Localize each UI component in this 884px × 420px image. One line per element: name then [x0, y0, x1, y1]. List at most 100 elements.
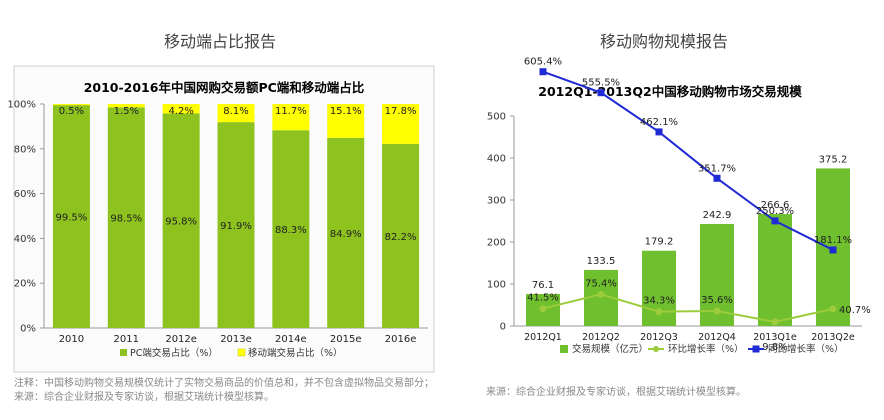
legend-label-scale: 交易规模（亿元）: [572, 343, 648, 355]
mom-growth-line: [542, 293, 834, 323]
mom-growth-label: 75.4%: [585, 278, 617, 289]
right-y-tick-label: 400: [487, 154, 506, 165]
scale-bar: [758, 214, 792, 326]
right-panel-heading: 移动购物规模报告: [599, 32, 728, 51]
right-x-tick-label: 2013Q2e: [811, 332, 855, 343]
right-x-tick-label: 2012Q4: [698, 332, 736, 343]
mom-growth-label: 9.8%: [762, 342, 787, 353]
mom-growth-label: 40.7%: [839, 305, 871, 316]
mom-growth-label: 34.3%: [643, 296, 675, 307]
mom-growth-point: [829, 305, 837, 313]
right-y-tick-label: 100: [487, 280, 506, 291]
mobile-share-bar: [272, 104, 310, 131]
yoy-growth-label: 250.3%: [756, 206, 794, 217]
pc-share-bar: [217, 122, 255, 328]
yoy-growth-point: [771, 217, 779, 225]
pc-share-label: 88.3%: [275, 225, 307, 236]
mobile-share-bar: [52, 104, 90, 106]
left-x-tick-label: 2013e: [220, 334, 252, 345]
left-x-tick-label: 2016e: [385, 334, 417, 345]
yoy-growth-point: [539, 68, 547, 76]
pc-share-label: 82.2%: [385, 232, 417, 243]
pc-share-bar: [52, 105, 90, 329]
legend-label-yoy: 同比增长率（%）: [768, 343, 844, 355]
pc-share-bar: [327, 137, 365, 328]
right-y-tick-label: 300: [487, 196, 506, 207]
mom-growth-point: [713, 307, 721, 315]
left-x-tick-label: 2011: [114, 334, 139, 345]
yoy-growth-point: [597, 89, 605, 97]
legend-swatch-mobile: [237, 348, 246, 357]
mobile-share-label: 1.5%: [114, 106, 139, 117]
legend-label-mobile: 移动端交易占比（%）: [248, 347, 343, 359]
pc-share-bar: [107, 107, 145, 328]
yoy-growth-label: 555.5%: [582, 78, 620, 89]
left-panel-heading: 移动端占比报告: [163, 32, 276, 51]
mobile-share-bar: [162, 104, 200, 114]
scale-bar-label: 242.9: [703, 210, 732, 221]
mobile-share-label: 15.1%: [330, 106, 362, 117]
left-y-tick-label: 100%: [7, 100, 36, 111]
left-note-line-1: 注释：中国移动购物交易规模仅统计了实物交易商品的价值总和，并不包含虚拟物品交易部…: [14, 378, 434, 389]
right-note-line-1: 来源：综合企业财报及专家访谈，根据艾瑞统计模型核算。: [486, 387, 746, 398]
mobile-share-bar: [217, 104, 255, 123]
pc-share-label: 91.9%: [220, 221, 252, 232]
right-x-tick-label: 2012Q2: [582, 332, 620, 343]
mobile-share-label: 11.7%: [275, 106, 307, 117]
mom-growth-label: 35.6%: [701, 295, 733, 306]
right-y-tick-label: 500: [487, 112, 506, 123]
mobile-share-label: 8.1%: [223, 106, 248, 117]
left-y-tick-label: 60%: [14, 189, 36, 200]
yoy-growth-label: 181.1%: [814, 235, 852, 246]
scale-bar-label: 375.2: [819, 154, 848, 165]
mom-growth-label: 41.5%: [527, 293, 559, 304]
pc-share-bar: [382, 143, 420, 328]
mobile-share-label: 17.8%: [385, 106, 417, 117]
yoy-growth-line: [542, 70, 834, 251]
pc-share-bar: [272, 130, 310, 328]
left-x-tick-label: 2012e: [165, 334, 197, 345]
mobile-share-bar: [107, 104, 145, 108]
yoy-growth-label: 462.1%: [640, 117, 678, 128]
pc-share-label: 98.5%: [110, 214, 142, 225]
left-note-line-2: 来源：综合企业财报及专家访谈，根据艾瑞统计模型核算。: [14, 392, 274, 403]
left-x-tick-label: 2014e: [275, 334, 307, 345]
scale-bar-label: 133.5: [587, 256, 616, 267]
right-x-tick-label: 2013Q1e: [753, 332, 797, 343]
yoy-growth-point: [713, 174, 721, 182]
mobile-share-label: 4.2%: [168, 106, 193, 117]
yoy-growth-point: [829, 246, 837, 254]
left-x-tick-label: 2010: [59, 334, 84, 345]
pc-share-bar: [162, 113, 200, 329]
mom-growth-point: [771, 318, 779, 326]
scale-bar-label: 179.2: [645, 237, 674, 248]
mobile-share-label: 0.5%: [59, 106, 84, 117]
yoy-growth-label: 351.7%: [698, 163, 736, 174]
yoy-growth-point: [655, 128, 663, 136]
pc-share-label: 95.8%: [165, 217, 197, 228]
legend-label-pc: PC端交易占比（%）: [130, 347, 218, 359]
right-y-tick-label: 200: [487, 238, 506, 249]
mobile-share-bar: [382, 104, 420, 144]
legend-marker-mom: [653, 346, 659, 352]
pc-share-label: 84.9%: [330, 229, 362, 240]
mom-growth-point: [655, 308, 663, 316]
right-y-tick-label: 0: [500, 322, 506, 333]
legend-marker-yoy: [752, 345, 760, 353]
right-x-tick-label: 2012Q1: [524, 332, 562, 343]
scale-bar-label: 76.1: [532, 280, 554, 291]
yoy-growth-label: 605.4%: [524, 57, 562, 68]
legend-label-mom: 环比增长率（%）: [668, 343, 744, 355]
left-y-tick-label: 80%: [14, 144, 36, 155]
mobile-share-bar: [327, 104, 365, 138]
left-y-tick-label: 0%: [20, 324, 36, 335]
right-x-tick-label: 2012Q3: [640, 332, 678, 343]
right-chart-title: 2012Q1-2013Q2中国移动购物市场交易规模: [538, 84, 802, 99]
left-y-tick-label: 40%: [14, 234, 36, 245]
mom-growth-point: [597, 290, 605, 298]
left-chart-title: 2010-2016年中国网购交易额PC端和移动端占比: [84, 80, 365, 95]
legend-swatch-pc: [120, 349, 127, 356]
mom-growth-point: [539, 305, 547, 313]
